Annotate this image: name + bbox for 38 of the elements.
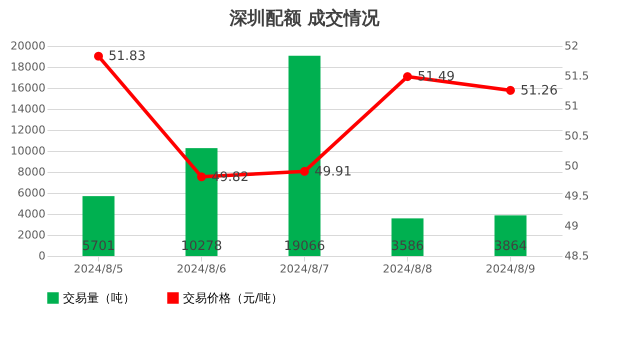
y2-tick-label: 48.5	[564, 250, 589, 262]
y-tick-label: 8000	[18, 166, 46, 178]
y-tick-label: 14000	[10, 102, 46, 116]
y2-tick-label: 49.5	[564, 190, 589, 202]
chart-title: 深圳配额 成交情况	[228, 8, 381, 29]
data-label: 51.26	[520, 83, 558, 98]
x-tick-label: 2024/8/8	[382, 262, 432, 276]
y-tick-label: 2000	[18, 228, 46, 242]
x-tick-label: 2024/8/6	[176, 262, 226, 276]
x-tick-label: 2024/8/9	[486, 262, 536, 276]
x-tick-label: 2024/8/5	[74, 262, 124, 276]
point	[94, 52, 103, 61]
y-tick-label: 12000	[10, 124, 46, 136]
bar	[82, 196, 114, 256]
y-tick-label: 10000	[10, 144, 46, 158]
y-tick-label: 0	[38, 250, 46, 262]
y2-tick-label: 52	[564, 40, 578, 52]
data-label: 5701	[82, 239, 116, 254]
point	[506, 86, 515, 95]
y-tick-label: 20000	[10, 40, 46, 52]
y2-tick-label: 49	[564, 220, 578, 232]
y2-tick-label: 51	[564, 100, 578, 112]
legend-label: 交易量（吨）	[63, 291, 135, 305]
y2-tick-label: 50	[564, 160, 578, 172]
x-tick-label: 2024/8/7	[280, 262, 330, 276]
y2-tick-label: 51.5	[564, 70, 589, 82]
point	[197, 172, 206, 182]
data-label: 51.83	[108, 49, 146, 64]
legend-label: 交易价格（元/吨）	[183, 291, 284, 305]
data-label: 3864	[494, 239, 528, 254]
y2-tick-label: 50.5	[564, 130, 589, 142]
point	[403, 72, 412, 82]
y-tick-label: 18000	[10, 60, 46, 74]
point	[300, 166, 309, 176]
y-tick-label: 4000	[18, 208, 46, 220]
y-tick-label: 6000	[18, 186, 46, 200]
data-label: 3586	[390, 239, 424, 254]
y-tick-label: 16000	[10, 82, 46, 94]
